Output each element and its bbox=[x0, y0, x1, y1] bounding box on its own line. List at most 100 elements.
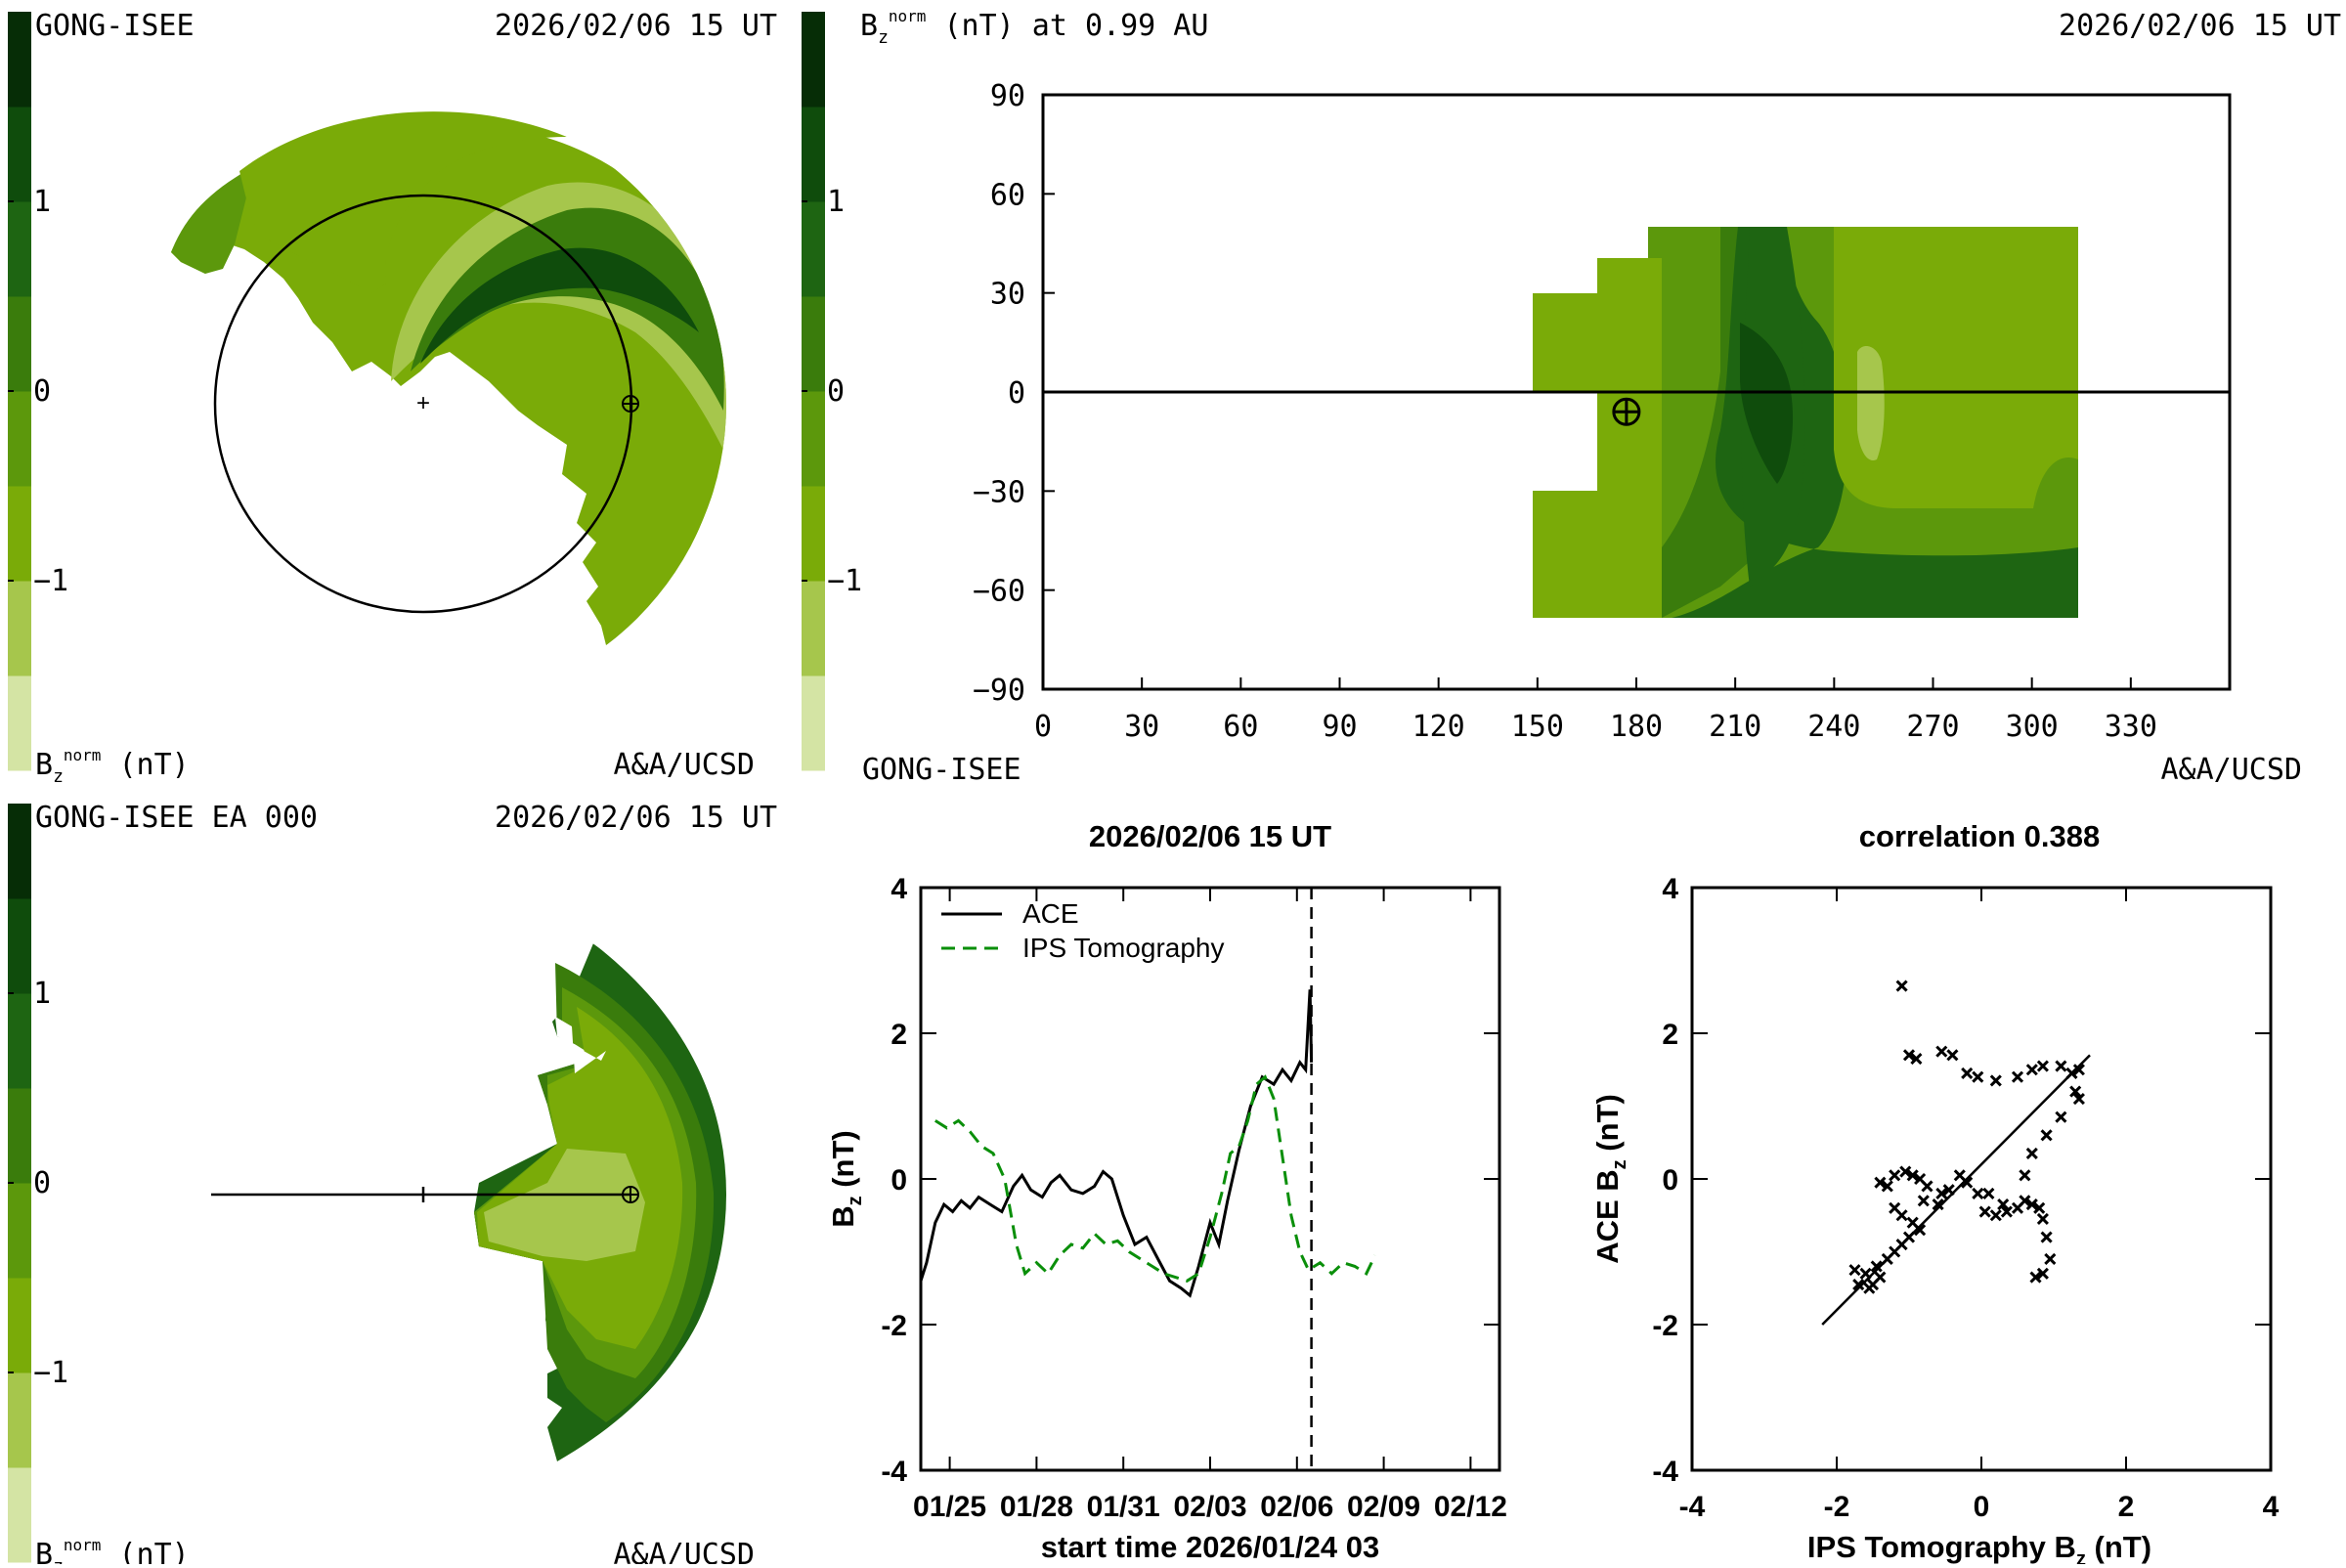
scatter-point bbox=[1982, 1187, 1995, 1199]
scatter-point bbox=[1881, 1252, 1893, 1266]
panel-correlation-scatter: correlation 0.388 -4 -2 0 2 4 4 2 0 -2 -4 IPS Tom… bbox=[1590, 819, 2280, 1568]
carrington-y-tick-label: 90 bbox=[990, 79, 1025, 113]
polar-bz-map-bottom bbox=[474, 943, 726, 1461]
scatter-point bbox=[2036, 1060, 2049, 1072]
timeseries-y-tick-label: -2 bbox=[881, 1310, 907, 1342]
bz-region-west-edge bbox=[171, 166, 254, 274]
colorbar-tick-label: 0 bbox=[33, 1166, 51, 1200]
scatter-point bbox=[2055, 1060, 2067, 1072]
scatter-point bbox=[2011, 1070, 2024, 1083]
scatter-point bbox=[1902, 1049, 1916, 1062]
colorbar-swatch-7 bbox=[8, 804, 31, 899]
series-line-0 bbox=[919, 989, 1314, 1298]
scatter-point bbox=[2072, 1092, 2085, 1106]
timeseries-y-tick-label: 0 bbox=[891, 1164, 907, 1197]
scatter-point bbox=[1917, 1195, 1930, 1207]
series-line-1 bbox=[934, 1074, 1377, 1283]
colorbar-tick-label: 1 bbox=[33, 977, 51, 1011]
scatter-point bbox=[1889, 1169, 1901, 1182]
panel-tl-timestamp: 2026/02/06 15 UT bbox=[495, 9, 777, 43]
bz-region-core bbox=[420, 247, 699, 364]
scatter-point bbox=[1848, 1264, 1861, 1277]
scatter-x-tick-label: -2 bbox=[1824, 1491, 1850, 1523]
scatter-axes: -4 -2 0 2 4 4 2 0 -2 -4 bbox=[1652, 873, 2279, 1523]
timeseries-x-tick-label: 01/25 bbox=[913, 1491, 986, 1523]
colorbar-swatch-0 bbox=[802, 675, 825, 771]
colorbar-swatch-0 bbox=[8, 675, 31, 771]
timeseries-x-tick-label: 02/03 bbox=[1173, 1491, 1246, 1523]
panel-tl-unit-label: Bznorm (nT) bbox=[35, 746, 190, 787]
colorbar-swatch-3 bbox=[8, 391, 31, 487]
timeseries-x-tick-label: 01/31 bbox=[1087, 1491, 1160, 1523]
scatter-point bbox=[2036, 1212, 2049, 1226]
scatter-point bbox=[2025, 1147, 2038, 1159]
scatter-plot-frame bbox=[1690, 886, 2273, 1472]
colorbar-swatch-3 bbox=[802, 391, 825, 487]
colorbar-swatch-1 bbox=[802, 581, 825, 676]
scatter-fit-line bbox=[1821, 1054, 2091, 1326]
timeseries-title: 2026/02/06 15 UT bbox=[1089, 819, 1331, 853]
scatter-point bbox=[2072, 1064, 2085, 1076]
polar-bz-map-top bbox=[171, 111, 726, 645]
carrington-x-tick-label: 210 bbox=[1709, 710, 1761, 744]
bz-region-north bbox=[239, 111, 567, 293]
panel-top-right-carrington-map: 1 0 −1 Bznorm (nT) at 0.99 AU 2026/02/06 1… bbox=[802, 7, 2341, 787]
carrington-x-tick-label: 0 bbox=[1034, 710, 1052, 744]
panel-bl-source-label: GONG-ISEE EA 000 bbox=[35, 801, 318, 835]
sun-marker-top: + bbox=[416, 390, 430, 416]
carrington-x-tick-label: 240 bbox=[1807, 710, 1860, 744]
colorbar-swatch-4 bbox=[8, 1088, 31, 1184]
carrington-x-tick-label: 60 bbox=[1223, 710, 1258, 744]
colorbar-swatch-2 bbox=[802, 486, 825, 582]
scatter-point bbox=[1870, 1260, 1883, 1273]
colorbar-tick-label: −1 bbox=[33, 1356, 68, 1390]
panel-bl-timestamp: 2026/02/06 15 UT bbox=[495, 801, 777, 835]
scatter-point bbox=[1895, 980, 1908, 992]
panel-bl-credit: A&A/UCSD bbox=[614, 1538, 756, 1564]
carrington-x-tick-label: 330 bbox=[2105, 710, 2157, 744]
timeseries-y-tick-label: -4 bbox=[881, 1456, 907, 1488]
carrington-x-tick-label: 120 bbox=[1412, 710, 1465, 744]
scatter-point bbox=[1978, 1205, 1991, 1218]
scatter-point bbox=[1921, 1180, 1933, 1193]
colorbar-swatch-7 bbox=[8, 12, 31, 108]
scatter-point bbox=[2000, 1205, 2013, 1218]
timeseries-x-tick-label: 02/12 bbox=[1434, 1491, 1507, 1523]
scatter-point bbox=[2019, 1169, 2031, 1182]
timeseries-x-tick-label: 01/28 bbox=[1000, 1491, 1073, 1523]
timeseries-ylabel: Bz (nT) bbox=[826, 1130, 866, 1228]
scatter-point bbox=[1866, 1278, 1880, 1291]
carrington-x-tick-label: 180 bbox=[1610, 710, 1663, 744]
scatter-point bbox=[1989, 1209, 2002, 1222]
colorbar-tick-label: 0 bbox=[33, 374, 51, 409]
scatter-point bbox=[1910, 1053, 1923, 1066]
scatter-point bbox=[1914, 1224, 1927, 1237]
colorbar-swatch-4 bbox=[8, 296, 31, 392]
carrington-x-tick-label: 150 bbox=[1511, 710, 1564, 744]
scatter-y-tick-label: -4 bbox=[1652, 1456, 1678, 1488]
panel-tl-credit: A&A/UCSD bbox=[614, 748, 756, 782]
scatter-points bbox=[1821, 980, 2091, 1326]
panel-top-left-polar-map: 1 0 −1 GONG-ISEE 2026/02/06 15 UT + Bznorm… bbox=[8, 9, 777, 787]
scatter-x-tick-label: 0 bbox=[1974, 1491, 1990, 1523]
scatter-point bbox=[1942, 1184, 1955, 1197]
carrington-earth-icon bbox=[1612, 397, 1641, 426]
bz-region-dark-arc bbox=[411, 207, 724, 411]
timeseries-x-tick-label: 02/06 bbox=[1260, 1491, 1333, 1523]
scatter-x-tick-label: -4 bbox=[1679, 1491, 1706, 1523]
panel-tr-timestamp: 2026/02/06 15 UT bbox=[2059, 9, 2341, 43]
carrington-y-tick-label: 0 bbox=[1008, 376, 1025, 411]
colorbar-swatch-3 bbox=[8, 1183, 31, 1279]
carrington-bz-contours bbox=[1533, 227, 2078, 618]
scatter-point bbox=[2040, 1231, 2053, 1243]
colorbar-swatch-2 bbox=[8, 486, 31, 582]
carrington-y-tick-label: −90 bbox=[973, 674, 1025, 708]
scatter-x-tick-label: 2 bbox=[2118, 1491, 2135, 1523]
colorbar-swatch-2 bbox=[8, 1278, 31, 1373]
panel-tr-source-label: GONG-ISEE bbox=[862, 753, 1021, 787]
scatter-point bbox=[2025, 1198, 2038, 1211]
colorbar-swatch-5 bbox=[8, 201, 31, 297]
colorbar-swatch-1 bbox=[8, 1372, 31, 1468]
scatter-point bbox=[1932, 1198, 1944, 1211]
timeseries-y-tick-label: 2 bbox=[891, 1019, 907, 1051]
